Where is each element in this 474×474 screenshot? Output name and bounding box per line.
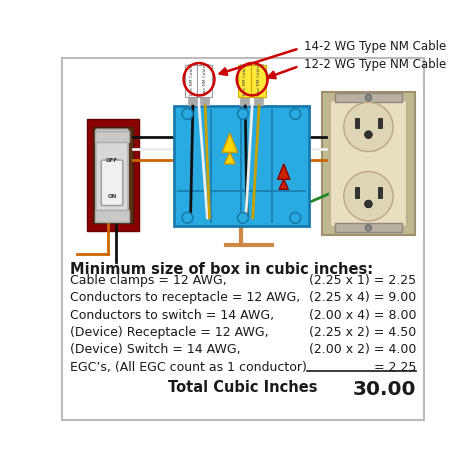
FancyBboxPatch shape [355, 187, 359, 198]
Circle shape [365, 95, 372, 101]
Text: Type NM Cable: Type NM Cable [243, 64, 247, 97]
Circle shape [290, 212, 301, 223]
Circle shape [237, 212, 248, 223]
FancyBboxPatch shape [87, 119, 139, 231]
FancyBboxPatch shape [198, 64, 212, 97]
FancyBboxPatch shape [95, 210, 129, 222]
Circle shape [365, 225, 372, 231]
FancyBboxPatch shape [62, 58, 424, 420]
Text: (2.25 x 2) = 4.50: (2.25 x 2) = 4.50 [309, 326, 416, 339]
Circle shape [344, 172, 393, 221]
Text: OFF: OFF [106, 157, 118, 163]
Text: ON: ON [108, 194, 117, 199]
Text: Type NM Cable: Type NM Cable [203, 64, 207, 97]
Text: 14-2 WG Type NM Cable: 14-2 WG Type NM Cable [304, 40, 446, 53]
Text: Type NM Cable: Type NM Cable [191, 64, 194, 97]
Circle shape [182, 109, 193, 119]
Text: (2.00 x 2) = 4.00: (2.00 x 2) = 4.00 [309, 343, 416, 356]
Circle shape [182, 212, 193, 223]
FancyBboxPatch shape [378, 118, 383, 128]
FancyBboxPatch shape [101, 160, 123, 206]
FancyBboxPatch shape [322, 92, 415, 235]
FancyBboxPatch shape [355, 118, 359, 128]
FancyBboxPatch shape [174, 106, 309, 226]
Text: EGC’s, (All EGC count as 1 conductor): EGC’s, (All EGC count as 1 conductor) [70, 361, 307, 374]
Text: Total Cubic Inches: Total Cubic Inches [168, 380, 318, 394]
Circle shape [344, 102, 393, 152]
Polygon shape [222, 133, 237, 152]
FancyBboxPatch shape [335, 223, 401, 232]
FancyBboxPatch shape [96, 129, 128, 213]
Circle shape [365, 131, 372, 138]
Text: (2.00 x 4) = 8.00: (2.00 x 4) = 8.00 [309, 309, 416, 322]
FancyBboxPatch shape [95, 131, 129, 142]
FancyBboxPatch shape [335, 93, 401, 102]
FancyBboxPatch shape [378, 187, 383, 198]
Text: Type NM Cable: Type NM Cable [257, 64, 261, 97]
Text: Conductors to receptacle = 12 AWG,: Conductors to receptacle = 12 AWG, [70, 292, 300, 304]
Text: (2.25 x 4) = 9.00: (2.25 x 4) = 9.00 [309, 292, 416, 304]
Circle shape [290, 109, 301, 119]
Circle shape [365, 200, 372, 208]
Text: Conductors to switch = 14 AWG,: Conductors to switch = 14 AWG, [70, 309, 274, 322]
Text: Minimum size of box in cubic inches:: Minimum size of box in cubic inches: [70, 262, 373, 277]
FancyBboxPatch shape [330, 100, 407, 227]
Text: Cable clamps = 12 AWG,: Cable clamps = 12 AWG, [70, 274, 227, 287]
Text: (Device) Switch = 14 AWG,: (Device) Switch = 14 AWG, [70, 343, 240, 356]
Text: 12-2 WG Type NM Cable: 12-2 WG Type NM Cable [304, 58, 446, 71]
Circle shape [237, 109, 248, 119]
FancyBboxPatch shape [93, 127, 133, 223]
Text: (2.25 x 1) = 2.25: (2.25 x 1) = 2.25 [309, 274, 416, 287]
Polygon shape [278, 164, 290, 179]
FancyBboxPatch shape [251, 64, 266, 97]
Text: 30.00: 30.00 [353, 380, 416, 399]
Polygon shape [279, 179, 288, 189]
Text: (Device) Receptacle = 12 AWG,: (Device) Receptacle = 12 AWG, [70, 326, 268, 339]
FancyBboxPatch shape [185, 64, 200, 97]
Text: = 2.25: = 2.25 [374, 361, 416, 374]
Polygon shape [225, 152, 235, 164]
FancyBboxPatch shape [237, 64, 252, 97]
